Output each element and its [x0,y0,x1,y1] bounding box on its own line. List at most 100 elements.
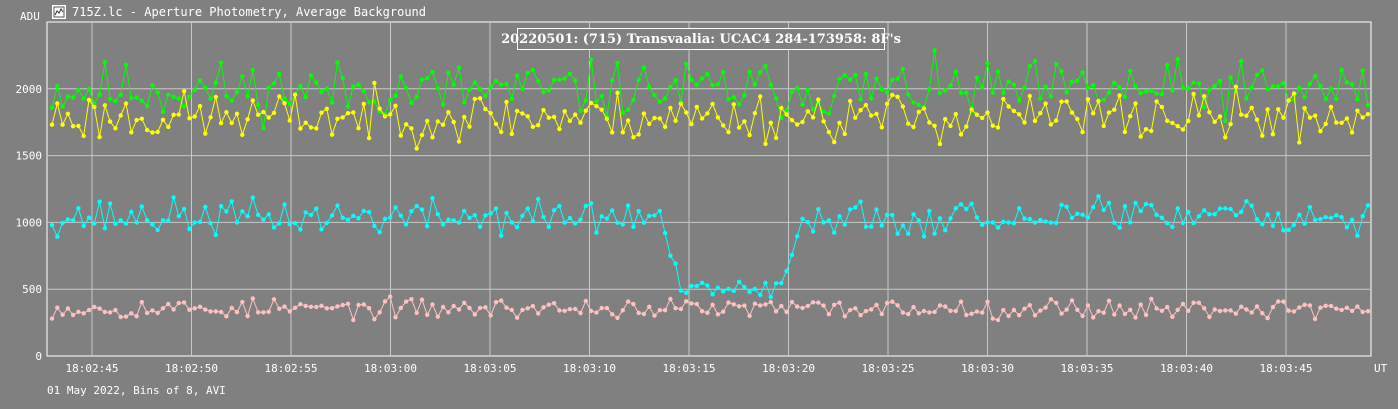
series-2-point [773,135,779,141]
series-1-point [176,96,181,101]
series-1-point [255,102,261,108]
series-3-point [160,218,166,223]
series-3-point [594,230,599,235]
series-4-point [921,308,927,314]
series-3-point [678,288,684,293]
series-3-point [298,227,303,232]
series-1-point [1170,88,1175,93]
series-1-point [647,84,652,90]
series-4-point [76,309,81,314]
series-3-point [530,218,536,224]
series-3-point [1138,208,1143,214]
series-1-point [715,82,721,87]
series-4-point [1170,314,1175,319]
series-3-point [192,220,197,225]
series-4-point [620,308,625,313]
series-1-point [340,76,345,81]
series-3-point [139,204,144,209]
series-2-point [1196,113,1202,118]
series-3-point [567,215,573,221]
series-4-point [208,309,213,314]
series-1-point [308,73,314,78]
series-1-point [134,95,139,100]
series-2-point [953,111,958,117]
series-1-point [594,99,599,104]
series-2-point [816,97,821,102]
series-4-point [1349,308,1355,314]
series-1-point [49,105,55,110]
series-3-point [1260,222,1265,227]
series-1-point [1244,96,1249,101]
series-3-point [314,206,319,211]
series-3-point [255,212,261,217]
series-2-point [1360,115,1365,120]
series-2-point [900,104,906,109]
series-4-point [1122,311,1128,317]
series-2-point [636,132,641,137]
series-2-point [1355,108,1360,113]
series-2-point [768,120,773,126]
series-1-point [1191,80,1196,85]
series-1-point [245,94,250,99]
series-3-point [1101,207,1106,213]
series-1-point [1276,84,1281,89]
series-2-point [1133,101,1138,106]
series-3-point [1323,215,1328,220]
series-3-point [292,220,298,226]
series-4-point [710,302,715,307]
series-1-point [144,103,150,109]
series-3-point [440,222,446,227]
series-4-point [964,312,969,318]
series-3-point [599,214,604,219]
series-1-point [97,92,102,97]
series-2-point [282,101,287,106]
series-2-point [1112,107,1117,112]
series-4-point [1138,302,1143,307]
series-4-point [652,313,657,318]
series-4-point [1154,306,1159,311]
series-1-point [1334,96,1339,102]
series-3-point [948,216,953,221]
series-1-point [1048,94,1054,99]
series-3-point [166,218,171,223]
series-4-point [795,304,800,309]
series-3-point [1075,211,1080,216]
series-2-point [377,106,382,111]
series-3-point [403,222,409,227]
series-3-point [1027,216,1033,222]
series-1-point [160,109,166,115]
series-3-point [1091,205,1096,210]
series-4-point [97,306,102,311]
series-4-point [456,307,462,312]
series-2-point [1217,114,1223,119]
series-4-point [261,310,266,315]
series-4-point [377,310,382,315]
series-3-point [1122,204,1128,209]
series-3-point [588,201,594,206]
series-2-point [298,126,303,131]
series-1-point [895,76,900,81]
series-2-point [1075,116,1080,122]
series-4-point [329,306,335,311]
series-3-point [699,280,705,285]
series-1-point [224,93,229,99]
series-2-point [763,141,768,147]
series-2-point [81,133,86,139]
series-3-point [784,268,789,274]
series-1-point [1318,84,1323,89]
series-3-point [356,216,361,221]
series-2-point [1276,107,1281,112]
series-1-point [784,108,789,113]
series-3-point [1175,206,1180,211]
series-1-point [1328,86,1334,91]
series-3-point [1297,212,1302,217]
series-4-point [192,306,197,311]
series-2-point [292,92,298,97]
series-1-point [335,60,340,65]
series-1-point [625,107,631,112]
series-4-point [1091,315,1096,320]
series-3-point [620,222,625,227]
series-3-point [562,220,567,225]
series-2-point [113,126,118,131]
series-3-point [1180,220,1186,226]
